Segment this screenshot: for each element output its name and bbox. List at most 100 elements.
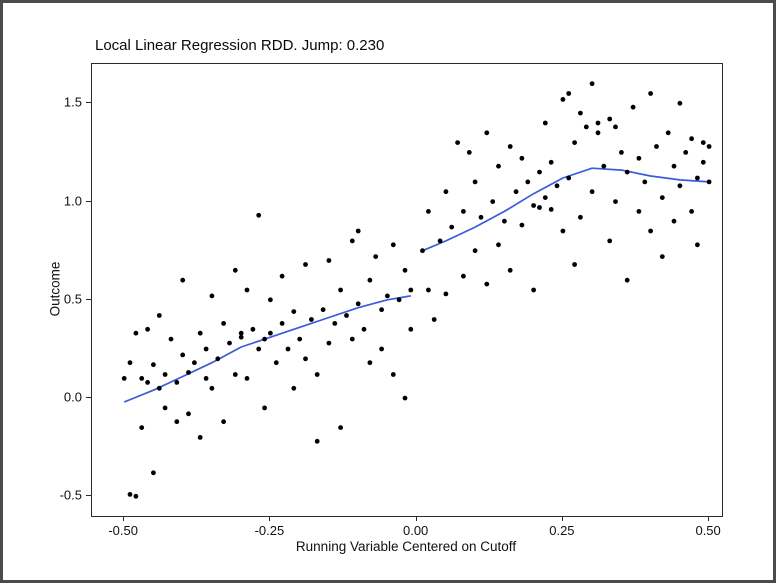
- data-point: [426, 287, 431, 293]
- data-point: [256, 346, 262, 352]
- data-point: [572, 140, 577, 145]
- data-point: [385, 293, 390, 299]
- data-point: [344, 313, 349, 318]
- data-point: [279, 273, 285, 279]
- data-point: [700, 140, 706, 145]
- data-point: [671, 218, 677, 224]
- data-point: [349, 336, 355, 342]
- data-point: [180, 352, 186, 358]
- data-point: [133, 493, 139, 499]
- data-point: [408, 326, 414, 332]
- data-point: [706, 144, 712, 149]
- data-point: [273, 360, 279, 366]
- data-point: [677, 100, 683, 106]
- data-point: [250, 326, 256, 332]
- data-point: [455, 140, 460, 145]
- data-point: [560, 97, 566, 102]
- x-tick-mark: [123, 516, 125, 521]
- data-point: [238, 330, 244, 336]
- y-tick-label: 0.5: [63, 291, 82, 307]
- data-point: [332, 321, 338, 326]
- data-point: [186, 411, 191, 417]
- data-point: [554, 183, 560, 189]
- data-point: [542, 120, 548, 126]
- y-tick-mark: [86, 397, 91, 399]
- data-point: [548, 207, 554, 212]
- data-point: [355, 228, 361, 234]
- data-point: [361, 326, 367, 332]
- x-tick-label: -0.25: [254, 523, 285, 538]
- data-point: [174, 380, 180, 385]
- data-point: [542, 195, 548, 201]
- data-point: [431, 317, 437, 322]
- data-point: [525, 179, 531, 185]
- data-point: [507, 267, 513, 273]
- data-point: [683, 150, 689, 155]
- data-point: [484, 281, 490, 287]
- y-tick-mark: [86, 102, 91, 104]
- data-point: [443, 291, 449, 297]
- data-point: [496, 163, 501, 169]
- data-point: [578, 214, 583, 220]
- data-point: [589, 189, 595, 195]
- data-point: [677, 183, 683, 189]
- data-point: [437, 238, 443, 244]
- data-point: [648, 91, 653, 96]
- data-point: [197, 330, 203, 336]
- data-point: [297, 336, 303, 342]
- data-point: [355, 301, 361, 307]
- y-axis-label: Outcome: [47, 261, 63, 317]
- y-tick-mark: [86, 495, 91, 497]
- data-point: [472, 179, 478, 185]
- data-point: [490, 199, 496, 205]
- data-point: [642, 179, 648, 185]
- data-point: [221, 419, 227, 425]
- data-point: [174, 419, 180, 425]
- data-point: [320, 307, 326, 313]
- x-tick-label: 0.00: [402, 523, 429, 538]
- data-point: [630, 104, 636, 110]
- data-point: [373, 254, 379, 259]
- data-point: [443, 189, 449, 195]
- data-point: [379, 307, 384, 313]
- chart-title: Local Linear Regression RDD. Jump: 0.230: [95, 37, 385, 54]
- data-point: [548, 159, 554, 165]
- data-point: [636, 155, 642, 161]
- data-point: [180, 277, 186, 283]
- data-point: [262, 336, 267, 342]
- data-point: [244, 376, 250, 381]
- y-tick-label: 1.0: [63, 193, 82, 209]
- data-point: [139, 425, 145, 430]
- data-point: [215, 356, 221, 362]
- data-point: [426, 209, 431, 214]
- data-point: [408, 287, 414, 293]
- data-point: [700, 159, 706, 165]
- data-point: [695, 242, 700, 248]
- data-point: [607, 116, 613, 122]
- data-point: [244, 287, 250, 293]
- data-point: [601, 163, 607, 169]
- data-point: [145, 326, 150, 332]
- data-point: [566, 175, 572, 181]
- data-point: [314, 438, 320, 444]
- data-point: [461, 273, 466, 279]
- data-point: [268, 297, 273, 303]
- x-tick-label: 0.50: [695, 523, 721, 538]
- data-point: [238, 334, 244, 340]
- data-point: [291, 385, 297, 391]
- data-point: [613, 124, 618, 130]
- data-point: [519, 155, 525, 161]
- data-point: [156, 385, 162, 391]
- plot-panel: [91, 63, 723, 517]
- data-point: [466, 150, 472, 155]
- data-point: [156, 313, 162, 318]
- local-linear-fit-right: [422, 167, 710, 252]
- data-point: [472, 248, 478, 254]
- data-point: [402, 395, 408, 401]
- x-tick-label: -0.50: [108, 523, 138, 538]
- data-point: [133, 330, 139, 336]
- data-point: [478, 214, 484, 220]
- data-point: [396, 297, 402, 303]
- data-point: [197, 435, 203, 440]
- data-point: [221, 321, 227, 326]
